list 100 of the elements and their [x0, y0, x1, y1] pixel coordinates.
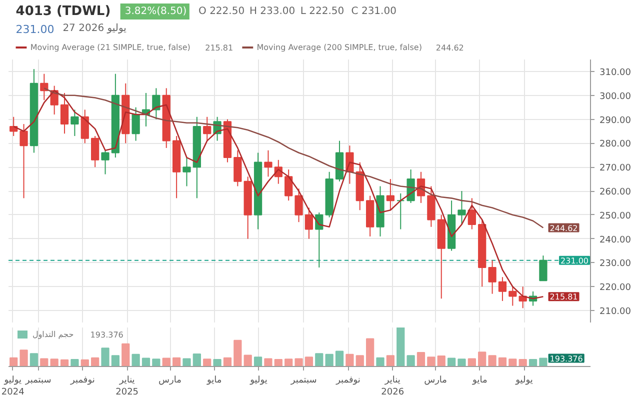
text: 244.62	[436, 44, 464, 52]
candlestick	[234, 150, 242, 187]
bar	[539, 358, 548, 366]
bar	[20, 350, 28, 366]
bar	[356, 355, 364, 366]
bar	[80, 359, 89, 366]
bar	[182, 358, 191, 366]
bar	[478, 352, 486, 366]
bar	[508, 358, 517, 366]
bar	[376, 357, 384, 366]
y-tick-label: 270.00	[600, 164, 632, 174]
candlestick	[80, 109, 89, 144]
bar	[304, 356, 314, 366]
bar	[162, 358, 170, 366]
bar	[335, 350, 344, 366]
bar	[528, 358, 538, 366]
candlestick	[264, 150, 272, 178]
text: O 222.50	[198, 6, 245, 17]
bar	[122, 343, 130, 366]
bar	[213, 358, 222, 366]
bar	[60, 359, 69, 366]
bar	[70, 358, 79, 366]
y-tick-label: 280.00	[600, 140, 632, 150]
bar	[10, 357, 18, 366]
y-tick-label: 290.00	[600, 116, 632, 126]
text: 231.00	[16, 23, 54, 36]
y-tick-label: 220.00	[600, 283, 632, 294]
legend-label: Moving Average (200 SIMPLE, true, false)	[256, 43, 422, 52]
bar	[192, 354, 201, 366]
annotation: 193.376	[90, 330, 124, 340]
ref-line-label: 231.00	[560, 256, 589, 266]
text: 27 2026 يوليو	[62, 23, 127, 34]
candlestick	[427, 186, 436, 228]
bar	[396, 328, 405, 366]
bar	[50, 358, 58, 366]
data-label: 215.81	[550, 292, 578, 302]
bar	[427, 356, 436, 366]
annotation: 193.376	[550, 354, 583, 364]
y-tick-label: 250.00	[600, 211, 632, 222]
bar	[234, 340, 242, 366]
candlestick	[203, 116, 212, 142]
bar	[284, 358, 293, 366]
x-tick-label: سبتمبر	[290, 376, 317, 386]
candlestick	[284, 168, 293, 202]
y-tick-label: 260.00	[600, 188, 632, 198]
candlestick	[508, 286, 517, 306]
bar	[264, 358, 272, 366]
bar	[132, 354, 140, 366]
x-tick-label: مارس	[158, 376, 182, 386]
data-label: 244.62	[550, 224, 578, 233]
candlestick	[294, 188, 303, 223]
bar	[447, 358, 456, 366]
candlestick	[458, 190, 466, 225]
bar	[244, 354, 252, 366]
candlestick	[468, 198, 476, 230]
x-tick-label: مارس	[424, 376, 448, 386]
x-tick-label: نوفمبر	[335, 376, 360, 386]
bar	[40, 358, 48, 366]
bar	[488, 355, 496, 366]
bar	[254, 356, 262, 366]
bar	[274, 358, 282, 366]
bar	[406, 355, 415, 366]
candlestick	[70, 109, 79, 137]
bar	[366, 338, 374, 366]
x-tick-label: مايو	[206, 376, 222, 386]
bar	[498, 357, 507, 366]
text: 3.82%(8.50)	[124, 6, 187, 17]
candlestick	[539, 255, 548, 282]
x-tick-label: سبتمبر	[24, 376, 52, 386]
y-tick-label: 230.00	[600, 259, 632, 270]
text: C 231.00	[351, 6, 396, 17]
y-tick-label: 300.00	[600, 92, 632, 102]
x-tick-label: نوفمبر	[70, 376, 95, 386]
bar	[416, 352, 426, 366]
bar	[315, 353, 324, 366]
legend-label: Moving Average (21 SIMPLE, true, false)	[30, 43, 190, 52]
bar	[172, 357, 181, 366]
y-tick-label: 210.00	[600, 307, 632, 318]
text: L 222.50	[300, 6, 344, 17]
bar	[142, 358, 150, 366]
bar	[152, 358, 160, 366]
bar	[30, 353, 38, 366]
bar	[518, 358, 527, 366]
bar	[346, 354, 354, 366]
bar	[458, 358, 466, 366]
bar	[325, 354, 334, 366]
bar	[223, 357, 232, 366]
candlestick	[386, 178, 394, 211]
bar	[101, 348, 110, 366]
candlestick	[182, 157, 191, 187]
bar	[468, 358, 476, 366]
candlestick	[132, 106, 140, 142]
x-tick-label: مايو	[472, 376, 488, 386]
bar	[91, 357, 100, 366]
candlestick	[488, 260, 496, 294]
candlestick	[304, 207, 314, 240]
bar	[111, 355, 120, 366]
candlestick	[60, 92, 69, 134]
candlestick	[20, 124, 28, 199]
bar	[386, 355, 394, 366]
